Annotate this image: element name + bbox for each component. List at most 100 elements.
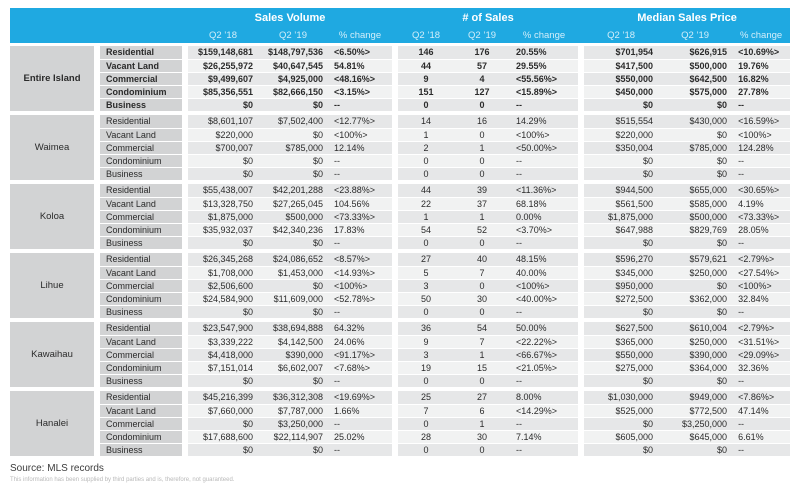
sales-volume-cell: $0 bbox=[188, 443, 258, 457]
sales-volume-cell: <8.57%> bbox=[328, 253, 393, 267]
num-sales-cell: -- bbox=[510, 236, 579, 250]
num-sales-cell: 30 bbox=[454, 292, 511, 306]
num-sales-cell: 0 bbox=[398, 167, 455, 181]
sales-volume-cell: $11,609,000 bbox=[258, 292, 328, 306]
num-sales-cell: 7 bbox=[454, 266, 511, 280]
median-price-cell: $500,000 bbox=[658, 210, 733, 224]
num-sales-cell: <55.56%> bbox=[510, 72, 579, 86]
num-sales-cell: 4 bbox=[454, 72, 511, 86]
num-sales-cell: -- bbox=[510, 305, 579, 319]
table-row: Condominium $17,688,600 $22,114,907 25.02% 2… bbox=[10, 430, 791, 444]
num-sales-cell: 36 bbox=[398, 322, 455, 336]
num-sales-cell: 14.29% bbox=[510, 115, 579, 129]
sales-volume-cell: $9,499,607 bbox=[188, 72, 258, 86]
median-price-cell: $829,769 bbox=[658, 223, 733, 237]
column-gutter bbox=[578, 292, 585, 305]
sales-volume-cell: $390,000 bbox=[258, 348, 328, 362]
column-gutter bbox=[392, 443, 399, 456]
sales-volume-cell: $8,601,107 bbox=[188, 115, 258, 129]
column-gutter bbox=[578, 210, 585, 223]
median-price-cell: $0 bbox=[584, 374, 659, 388]
property-type-cell: Commercial bbox=[100, 417, 182, 431]
column-gutter bbox=[392, 236, 399, 249]
num-sales-cell: 52 bbox=[454, 223, 511, 237]
column-gutter bbox=[94, 46, 100, 59]
column-gutter bbox=[94, 266, 100, 279]
column-gutter bbox=[182, 184, 188, 197]
column-gutter bbox=[392, 72, 399, 85]
sales-volume-cell: <12.77%> bbox=[328, 115, 393, 129]
column-gutter bbox=[182, 348, 188, 361]
column-gutter bbox=[578, 59, 585, 72]
column-gutter bbox=[578, 115, 585, 128]
column-gutter bbox=[94, 305, 100, 318]
column-gutter bbox=[182, 443, 188, 456]
sales-volume-cell: $4,925,000 bbox=[258, 72, 328, 86]
sales-comparison-table: Sales Volume # of Sales Median Sales Pri… bbox=[10, 8, 791, 457]
num-sales-cell: 176 bbox=[454, 46, 511, 60]
sales-volume-cell: $0 bbox=[258, 167, 328, 181]
region-name-cell: Hanalei bbox=[10, 391, 94, 456]
median-price-cell: $0 bbox=[658, 236, 733, 250]
column-gutter bbox=[182, 279, 188, 292]
column-gutter bbox=[94, 72, 100, 85]
median-price-cell: $1,875,000 bbox=[584, 210, 659, 224]
column-gutter bbox=[94, 59, 100, 72]
median-price-cell: -- bbox=[732, 167, 791, 181]
median-price-cell: $626,915 bbox=[658, 46, 733, 60]
num-sales-cell: 54 bbox=[454, 322, 511, 336]
sales-volume-cell: 104.56% bbox=[328, 197, 393, 211]
region-name-cell: Lihue bbox=[10, 253, 94, 318]
column-gutter bbox=[578, 154, 585, 167]
column-gutter bbox=[392, 266, 399, 279]
footer: Source: MLS records This information has… bbox=[0, 457, 800, 483]
header-gutter bbox=[578, 27, 585, 43]
block-gap-cell bbox=[10, 111, 791, 115]
source-note: Source: MLS records bbox=[10, 462, 104, 474]
median-price-cell: $0 bbox=[584, 154, 659, 168]
table-row: Vacant Land $3,339,222 $4,142,500 24.06% 9 7 <… bbox=[10, 335, 791, 349]
table-row: Condominium $85,356,551 $82,666,150 <3.15%>… bbox=[10, 85, 791, 99]
header-gutter bbox=[392, 27, 399, 43]
median-price-cell: $345,000 bbox=[584, 266, 659, 280]
sales-volume-cell: $0 bbox=[188, 305, 258, 319]
column-gutter bbox=[94, 322, 100, 335]
median-price-cell: $0 bbox=[584, 443, 659, 457]
median-price-cell: 4.19% bbox=[732, 197, 791, 211]
column-gutter bbox=[578, 128, 585, 141]
property-type-cell: Condominium bbox=[100, 292, 182, 306]
num-sales-cell: 0 bbox=[454, 279, 511, 293]
median-price-cell: $390,000 bbox=[658, 348, 733, 362]
column-gutter bbox=[578, 197, 585, 210]
table-row: Hanalei Residential $45,216,399 $36,312,308… bbox=[10, 391, 791, 456]
num-sales-cell: 0 bbox=[398, 154, 455, 168]
median-price-cell: $701,954 bbox=[584, 46, 659, 60]
column-gutter bbox=[94, 98, 100, 111]
sales-volume-cell: $148,797,536 bbox=[258, 46, 328, 60]
sales-volume-cell: 12.14% bbox=[328, 141, 393, 155]
num-sales-cell: 54 bbox=[398, 223, 455, 237]
table-header: Sales Volume # of Sales Median Sales Pri… bbox=[10, 8, 791, 43]
median-price-cell: $275,000 bbox=[584, 361, 659, 375]
column-gutter bbox=[94, 236, 100, 249]
table-row: Koloa Residential $55,438,007 $42,201,288 <2… bbox=[10, 184, 791, 249]
property-type-cell: Business bbox=[100, 374, 182, 388]
sales-volume-cell: 64.32% bbox=[328, 322, 393, 336]
num-sales-cell: 3 bbox=[398, 348, 455, 362]
sales-volume-cell: 24.06% bbox=[328, 335, 393, 349]
sales-volume-cell: $24,584,900 bbox=[188, 292, 258, 306]
num-sales-cell: 50.00% bbox=[510, 322, 579, 336]
column-gutter bbox=[392, 374, 399, 387]
num-sales-cell: 68.18% bbox=[510, 197, 579, 211]
column-gutter bbox=[578, 141, 585, 154]
num-sales-cell: <15.89%> bbox=[510, 85, 579, 99]
median-price-cell: <100%> bbox=[732, 279, 791, 293]
median-price-cell: <2.79%> bbox=[732, 253, 791, 267]
num-sales-cell: 29.55% bbox=[510, 59, 579, 73]
sales-volume-cell: $27,265,045 bbox=[258, 197, 328, 211]
median-price-cell: $0 bbox=[584, 236, 659, 250]
property-type-cell: Vacant Land bbox=[100, 266, 182, 280]
property-type-cell: Business bbox=[100, 443, 182, 457]
sales-volume-cell: <91.17%> bbox=[328, 348, 393, 362]
sales-volume-cell: $0 bbox=[258, 443, 328, 457]
